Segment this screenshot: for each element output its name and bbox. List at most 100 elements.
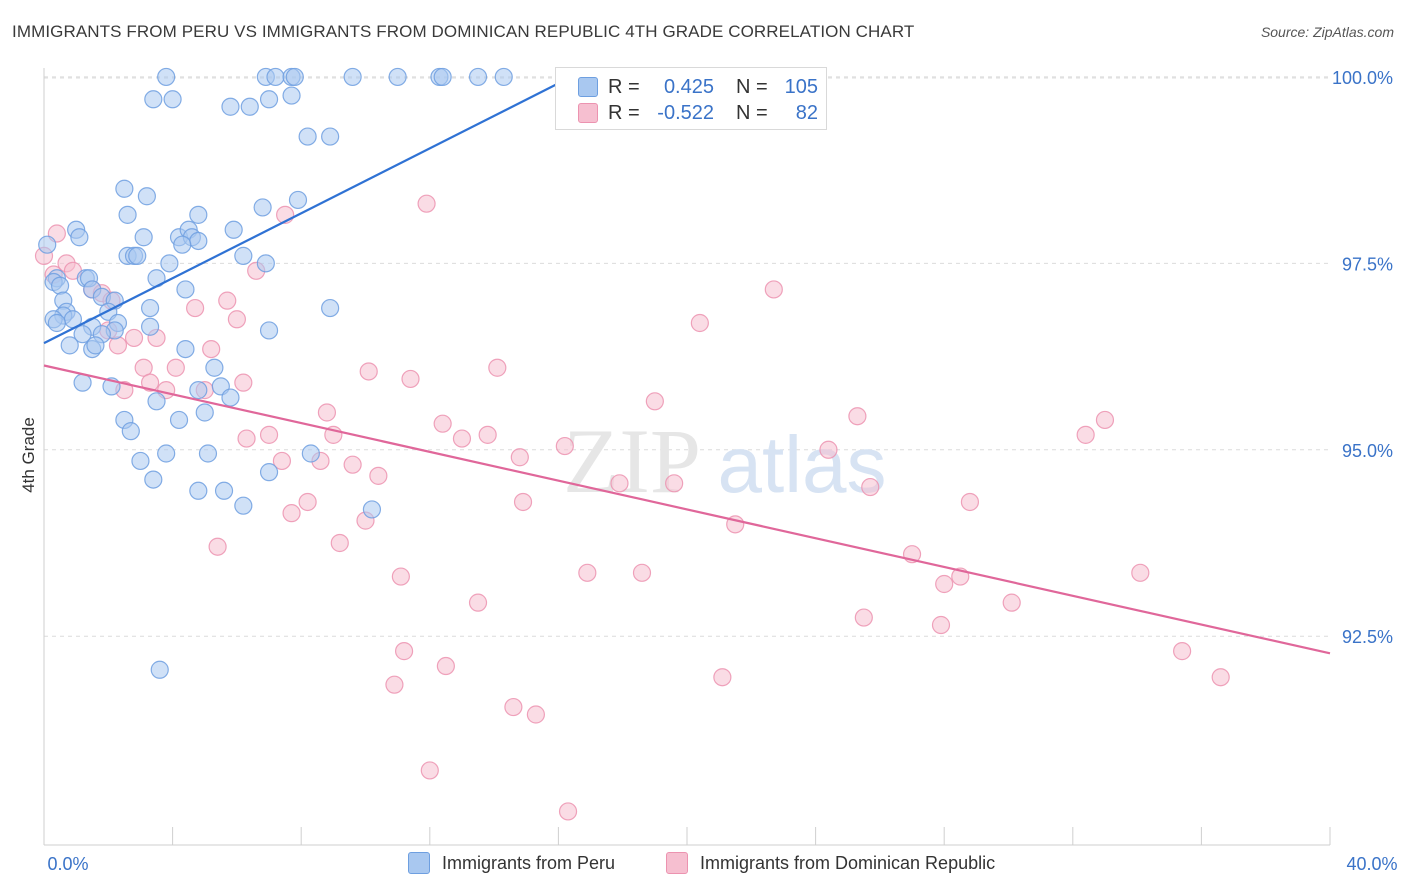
data-point-dominican-republic [713,668,732,687]
data-point-peru [160,254,179,273]
legend-swatch-peru [578,77,598,97]
data-point-peru [60,336,79,355]
data-point-peru [205,358,224,377]
legend-r-label: R = [608,101,640,124]
data-point-peru [234,496,253,515]
watermark-atlas: atlas [718,420,887,509]
trend-line-dominican-republic [43,364,1331,655]
data-point-peru [173,235,192,254]
data-point-peru [388,67,407,87]
data-point-peru [285,67,304,87]
data-point-dominican-republic [369,466,388,485]
data-point-peru [140,317,160,336]
watermark: ZIP atlas [563,410,886,512]
data-point-dominican-republic [468,593,488,612]
data-point-dominican-republic [1173,642,1192,661]
data-point-peru [86,336,105,355]
data-point-peru [288,190,308,210]
source-label: Source: ZipAtlas.com [1260,24,1394,40]
stats-legend: R = 0.425 N = 105 R = -0.522 N = 82 [555,67,827,130]
data-point-dominican-republic [931,615,951,635]
legend-r-label: R = [608,75,640,98]
data-point-peru [73,373,92,392]
data-point-peru [140,298,160,318]
data-point-peru [256,254,275,273]
data-point-peru [240,97,259,116]
data-point-peru [259,321,279,340]
data-point-dominican-republic [1095,410,1115,430]
data-point-peru [298,127,317,146]
data-point-dominican-republic [433,414,452,433]
data-point-dominican-republic [140,373,160,392]
legend-swatch-dominican-republic [578,103,598,123]
data-point-dominican-republic [610,474,629,493]
data-point-dominican-republic [558,802,578,821]
legend-row-dominican-republic: R = -0.522 N = 82 [578,102,818,124]
data-point-dominican-republic [227,310,246,329]
data-point-dominican-republic [1076,425,1095,444]
data-point-peru [163,90,182,109]
data-point-peru [259,90,279,109]
data-point-dominican-republic [391,567,410,586]
data-point-dominican-republic [202,340,221,359]
data-point-peru [468,67,488,87]
series-legend-dominican-republic[interactable]: Immigrants from Dominican Republic [666,852,995,874]
data-point-peru [144,90,163,109]
data-point-dominican-republic [504,697,523,717]
series-legend-label-dominican-republic: Immigrants from Dominican Republic [700,852,996,873]
data-point-peru [198,444,218,463]
data-point-dominican-republic [645,392,664,411]
data-point-dominican-republic [124,328,144,348]
legend-n-label: N = [736,101,768,124]
data-point-peru [343,67,362,87]
data-point-peru [362,500,382,519]
data-point-dominican-republic [848,407,867,426]
data-point-dominican-republic [510,448,529,467]
data-point-dominican-republic [237,429,256,448]
data-point-dominican-republic [1131,563,1150,582]
legend-n-value: 105 [784,75,818,98]
trend-line-peru [43,75,572,345]
data-point-peru [433,67,452,87]
data-point-dominican-republic [452,429,472,448]
data-point-peru [134,228,153,247]
data-point-dominican-republic [359,362,378,381]
data-point-dominican-republic [764,280,783,299]
data-point-peru [73,325,92,344]
data-point-dominican-republic [819,440,838,459]
y-tick-label: 95.0% [1342,441,1393,461]
y-axis-label: 4th Grade [19,417,38,493]
data-point-dominican-republic [854,608,873,627]
data-point-peru [189,231,208,251]
series-legend-peru[interactable]: Immigrants from Peru [408,852,615,874]
data-point-peru [189,481,208,500]
data-point-peru [494,67,513,87]
data-point-dominican-republic [488,358,507,377]
data-point-peru [121,422,140,441]
data-point-peru [234,246,253,265]
legend-row-peru: R = 0.425 N = 105 [578,76,818,98]
data-point-peru [253,198,272,217]
y-tick-label: 97.5% [1342,254,1393,274]
data-point-dominican-republic [1211,668,1230,687]
data-point-dominican-republic [259,425,279,444]
legend-n-label: N = [736,75,768,98]
data-point-peru [70,228,89,247]
data-point-dominican-republic [513,492,533,512]
data-point-dominican-republic [108,336,128,355]
data-point-dominican-republic [417,194,436,213]
x-tick-label-max: 40.0% [1346,854,1397,874]
data-point-dominican-republic [186,298,205,318]
data-point-dominican-republic [861,477,880,497]
legend-r-value: 0.425 [663,75,714,98]
data-point-dominican-republic [665,474,684,493]
data-point-dominican-republic [436,656,455,676]
data-point-dominican-republic [935,574,954,594]
data-point-dominican-republic [578,563,597,582]
data-point-peru [147,392,166,411]
data-point-dominican-republic [420,761,439,780]
data-point-dominican-republic [330,533,349,553]
data-point-dominican-republic [401,369,420,389]
series-peru [38,67,581,679]
data-point-peru [150,660,169,679]
